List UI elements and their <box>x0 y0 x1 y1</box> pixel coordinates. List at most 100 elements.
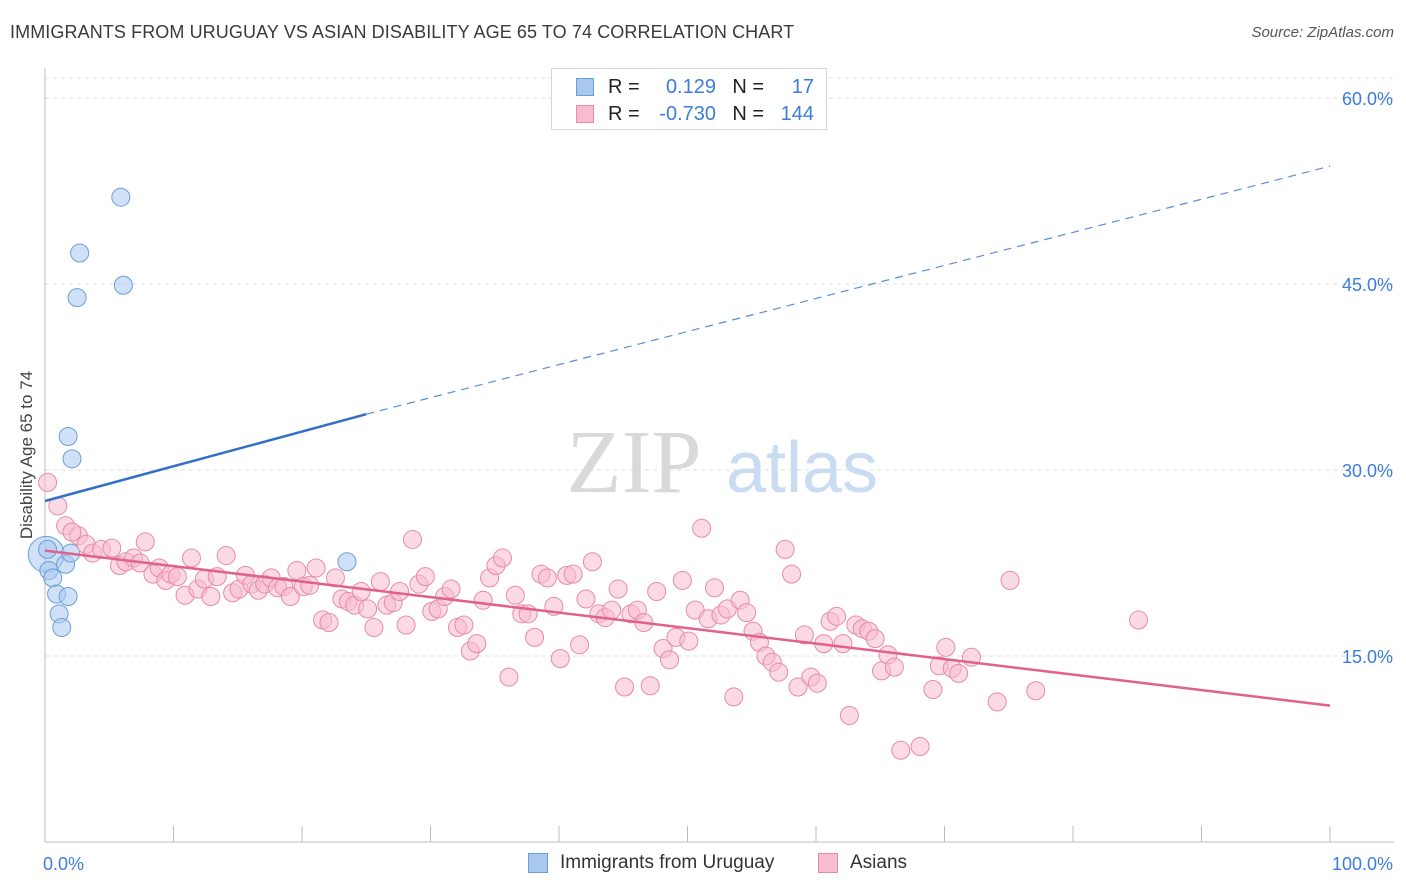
legend-n-value: 17 <box>791 75 814 98</box>
uruguay-point <box>337 552 357 572</box>
series-label-asians: Asians <box>850 852 908 873</box>
legend-row-asians: R = -0.730 N = 144 <box>576 101 814 127</box>
series-label-uruguay: Immigrants from Uruguay <box>560 852 775 873</box>
asians-point <box>216 546 236 566</box>
uruguay-point <box>67 288 87 308</box>
asians-point <box>135 532 155 552</box>
axes <box>44 68 1394 843</box>
asians-point <box>936 637 956 657</box>
uruguay-point <box>111 187 131 207</box>
asians-point <box>467 634 487 654</box>
legend-n-label: N = <box>732 102 764 125</box>
watermark: ZIP atlas <box>567 413 879 512</box>
asians-point <box>1026 681 1046 701</box>
asians-point <box>737 603 757 623</box>
asians-point <box>782 564 802 584</box>
asians-point <box>647 582 667 602</box>
asians-point <box>319 613 339 633</box>
legend-r-label: R = <box>608 102 640 125</box>
uruguay-point <box>58 427 78 447</box>
tick-labels: 15.0% 30.0% 45.0% 60.0% 0.0% 100.0% <box>43 89 1393 874</box>
uruguay-point <box>52 617 72 637</box>
asians-point <box>570 635 590 655</box>
uruguay-point <box>70 243 90 263</box>
series-swatch-asians <box>818 853 838 873</box>
asians-point <box>865 629 885 649</box>
asians-point <box>615 677 635 697</box>
asians-point <box>364 617 384 637</box>
asians-point <box>692 518 712 538</box>
asians-trend-line <box>44 549 1331 707</box>
asians-point <box>102 538 122 558</box>
series-legend-asians[interactable]: Asians <box>818 852 907 874</box>
uruguay-point <box>58 586 78 606</box>
asians-point <box>396 615 416 635</box>
asians-point <box>201 586 221 606</box>
asians-point <box>370 572 390 592</box>
asians-point <box>672 570 692 590</box>
asians-point <box>287 560 307 580</box>
asians-point <box>704 578 724 598</box>
asians-point <box>306 558 326 578</box>
asians-point <box>280 586 300 606</box>
asians-point <box>505 585 525 605</box>
asians-point <box>923 679 943 699</box>
asians-point <box>987 692 1007 712</box>
legend-r-label: R = <box>608 75 640 98</box>
asians-point <box>582 552 602 572</box>
data-points <box>27 187 1149 760</box>
uruguay-point <box>62 449 82 469</box>
chart-title: IMMIGRANTS FROM URUGUAY VS ASIAN DISABIL… <box>10 22 795 42</box>
legend-swatch-asians <box>576 105 594 123</box>
asians-point <box>300 575 320 595</box>
uruguay-trend-extension <box>366 165 1331 415</box>
asians-point <box>1129 610 1149 630</box>
asians-point <box>602 600 622 620</box>
asians-point <box>415 567 435 587</box>
asians-point <box>454 615 474 635</box>
asians-point <box>660 650 680 670</box>
asians-point <box>563 564 583 584</box>
uruguay-trend-line <box>44 412 367 503</box>
x-tick-label-min: 0.0% <box>43 854 84 874</box>
x-tick-label-max: 100.0% <box>1332 854 1393 874</box>
y-tick-label: 60.0% <box>1342 89 1393 109</box>
asians-point <box>891 740 911 760</box>
legend-r-value: -0.730 <box>659 102 716 125</box>
asians-point <box>441 579 461 599</box>
uruguay-point <box>38 539 58 559</box>
asians-point <box>492 548 512 568</box>
asians-point <box>1000 570 1020 590</box>
asians-point <box>807 673 827 693</box>
asians-point <box>679 631 699 651</box>
stats-legend: R = 0.129 N = 17 R = -0.730 N = 144 <box>551 68 827 130</box>
asians-point <box>794 625 814 645</box>
trend-lines <box>44 165 1331 707</box>
series-legend-uruguay[interactable]: Immigrants from Uruguay <box>528 852 774 874</box>
uruguay-point <box>43 568 63 588</box>
y-tick-label: 15.0% <box>1342 647 1393 667</box>
asians-point <box>788 677 808 697</box>
asians-point <box>550 648 570 668</box>
asians-point <box>827 606 847 626</box>
series-swatch-uruguay <box>528 853 548 873</box>
watermark-atlas: atlas <box>726 428 878 508</box>
asians-point <box>724 687 744 707</box>
asians-point <box>62 522 82 542</box>
asians-point <box>499 667 519 687</box>
asians-point <box>473 590 493 610</box>
asians-point <box>640 676 660 696</box>
asians-point <box>576 589 596 609</box>
asians-point <box>608 579 628 599</box>
legend-n-value: 144 <box>780 102 814 125</box>
legend-r-value: 0.129 <box>665 75 716 98</box>
asians-point <box>351 582 371 602</box>
legend-swatch-uruguay <box>576 78 594 96</box>
asians-point <box>537 568 557 588</box>
asians-point <box>358 599 378 619</box>
legend-row-uruguay: R = 0.129 N = 17 <box>576 74 814 100</box>
uruguay-point <box>113 275 133 295</box>
asians-point <box>833 634 853 654</box>
asians-point <box>775 539 795 559</box>
